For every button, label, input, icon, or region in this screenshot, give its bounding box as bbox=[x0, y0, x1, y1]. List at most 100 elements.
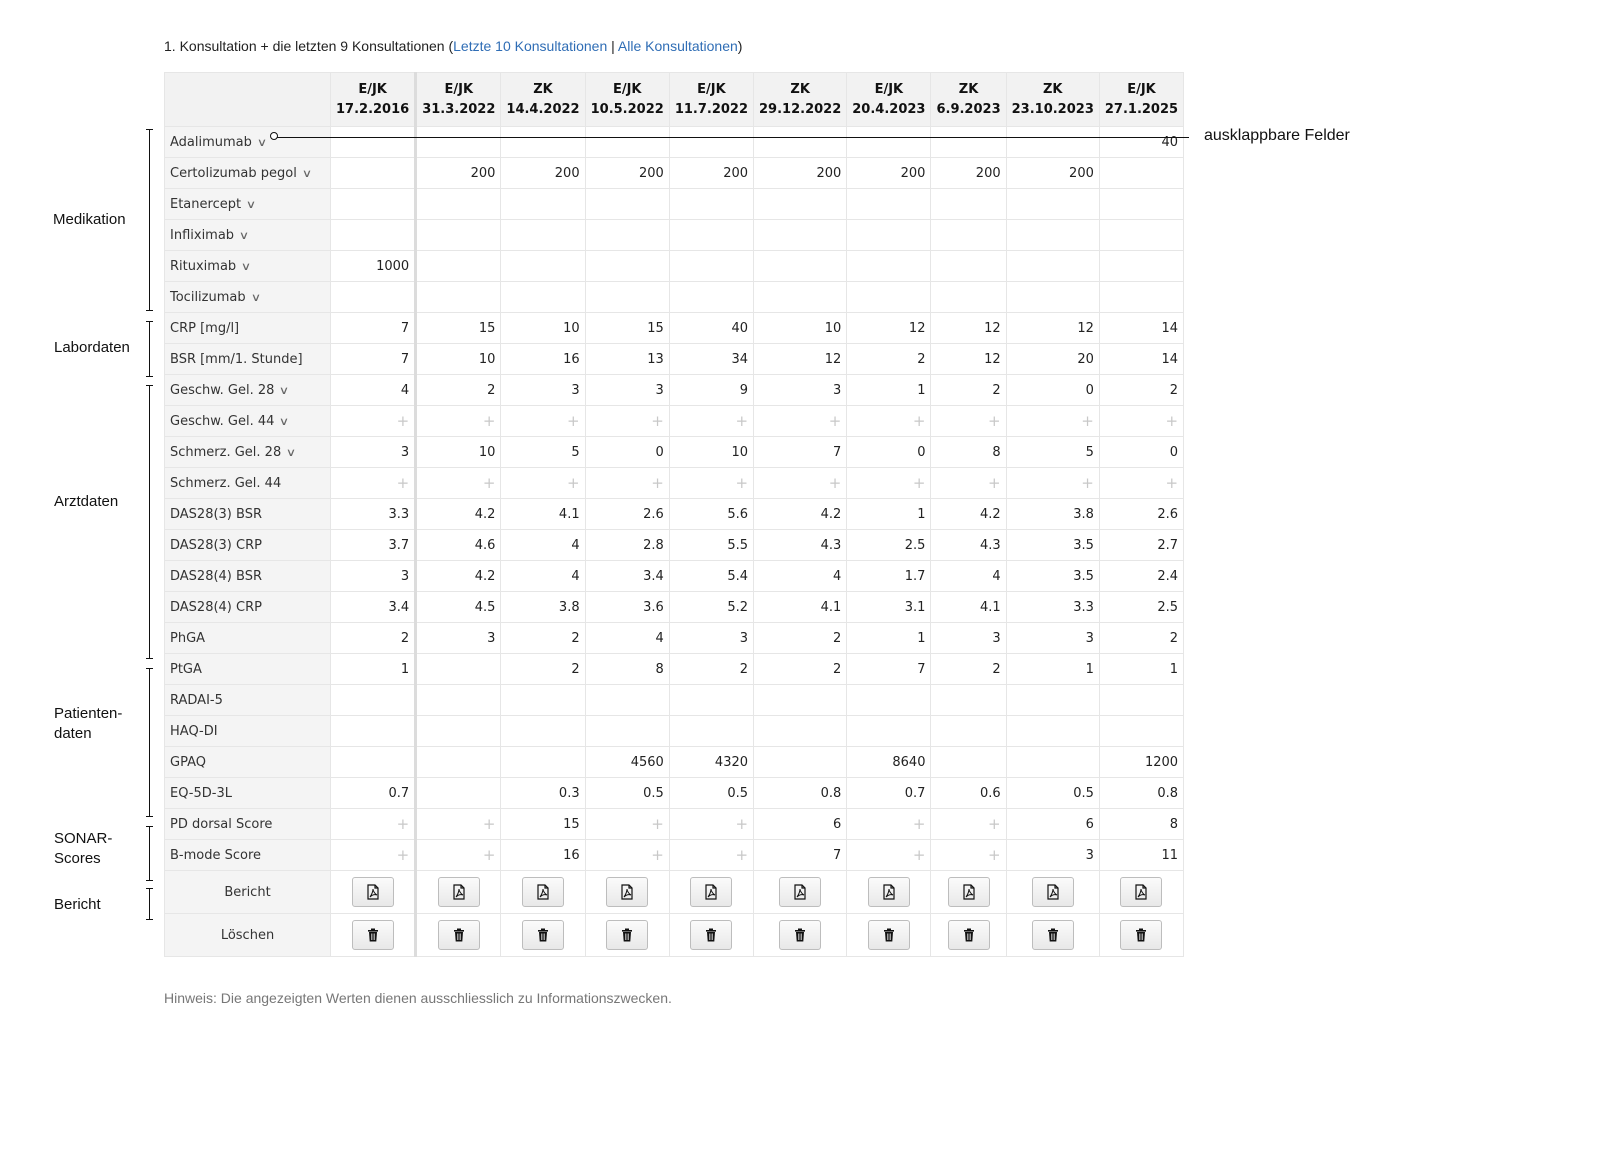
chevron-down-icon[interactable]: ∨ bbox=[279, 414, 290, 428]
row-label-text: PhGA bbox=[170, 630, 206, 646]
row-label[interactable]: Adalimumab ∨ bbox=[164, 126, 331, 158]
table-header-row: E/JK 17.2.2016 E/JK 31.3.2022 ZK 14.4.2022 E/J… bbox=[164, 72, 1185, 127]
report-pdf-button[interactable] bbox=[1031, 877, 1074, 907]
report-pdf-button[interactable] bbox=[606, 877, 649, 907]
group-label-bericht: Bericht bbox=[54, 896, 101, 913]
all-consultations-link[interactable]: Alle Konsultationen bbox=[617, 38, 738, 54]
row-label[interactable]: Geschw. Gel. 44 ∨ bbox=[164, 405, 331, 437]
value-cell: 2 bbox=[846, 343, 932, 375]
group-label-patientendaten: Patienten- daten bbox=[54, 705, 123, 742]
value-cell: 12 bbox=[1005, 312, 1100, 344]
chevron-down-icon[interactable]: ∨ bbox=[240, 259, 252, 273]
row-label[interactable]: Etanercept ∨ bbox=[164, 188, 331, 220]
add-value-cell[interactable]: + bbox=[846, 467, 932, 499]
value-cell: 3 bbox=[753, 374, 848, 406]
delete-button[interactable] bbox=[437, 920, 480, 950]
add-value-cell[interactable]: + bbox=[1098, 405, 1185, 437]
delete-button[interactable] bbox=[522, 920, 564, 950]
add-value-cell[interactable]: + bbox=[930, 405, 1007, 437]
value-cell: 200 bbox=[753, 157, 848, 189]
add-value-cell[interactable]: + bbox=[414, 467, 502, 499]
table-row: Geschw. Gel. 44 ∨ + + + + + + + + + + bbox=[164, 405, 1185, 437]
delete-button[interactable] bbox=[1031, 920, 1074, 950]
add-value-cell[interactable]: + bbox=[668, 839, 755, 871]
report-pdf-button[interactable] bbox=[779, 877, 822, 907]
add-value-cell[interactable]: + bbox=[846, 405, 932, 437]
row-label[interactable]: Geschw. Gel. 28 ∨ bbox=[164, 374, 331, 406]
column-header: E/JK 11.7.2022 bbox=[668, 72, 755, 127]
add-value-cell[interactable]: + bbox=[753, 405, 848, 437]
add-value-cell[interactable]: + bbox=[584, 467, 670, 499]
value-cell bbox=[846, 126, 932, 158]
trash-icon bbox=[619, 927, 635, 943]
value-cell: 4 bbox=[753, 560, 848, 592]
chevron-down-icon[interactable]: ∨ bbox=[245, 197, 257, 211]
delete-button[interactable] bbox=[1120, 920, 1163, 950]
report-pdf-button[interactable] bbox=[867, 877, 910, 907]
chevron-down-icon[interactable]: ∨ bbox=[301, 166, 313, 180]
add-value-cell[interactable]: + bbox=[930, 808, 1007, 840]
value-cell bbox=[500, 219, 586, 251]
add-value-cell[interactable]: + bbox=[846, 808, 932, 840]
report-pdf-button[interactable] bbox=[947, 877, 990, 907]
report-pdf-button[interactable] bbox=[437, 877, 480, 907]
add-value-cell[interactable]: + bbox=[668, 467, 755, 499]
add-value-cell[interactable]: + bbox=[846, 839, 932, 871]
value-cell: 2 bbox=[500, 622, 586, 654]
last-10-consultations-link[interactable]: Letzte 10 Konsultationen bbox=[453, 38, 608, 54]
row-label[interactable]: Infliximab ∨ bbox=[164, 219, 331, 251]
delete-button[interactable] bbox=[867, 920, 910, 950]
add-value-cell[interactable]: + bbox=[753, 467, 848, 499]
delete-button[interactable] bbox=[690, 920, 733, 950]
add-value-cell[interactable]: + bbox=[500, 467, 586, 499]
delete-button[interactable] bbox=[606, 920, 649, 950]
add-value-cell[interactable]: + bbox=[584, 405, 670, 437]
report-pdf-button[interactable] bbox=[690, 877, 733, 907]
value-cell: 200 bbox=[668, 157, 755, 189]
column-header: E/JK 10.5.2022 bbox=[584, 72, 670, 127]
row-label[interactable]: Tocilizumab ∨ bbox=[164, 281, 331, 313]
value-cell: 200 bbox=[500, 157, 586, 189]
value-cell: 6 bbox=[753, 808, 848, 840]
add-value-cell[interactable]: + bbox=[584, 808, 670, 840]
row-label[interactable]: Certolizumab pegol ∨ bbox=[164, 157, 331, 189]
value-cell: 0.3 bbox=[500, 777, 586, 809]
delete-button[interactable] bbox=[947, 920, 990, 950]
report-pdf-button[interactable] bbox=[1120, 877, 1163, 907]
add-value-cell[interactable]: + bbox=[1098, 467, 1185, 499]
row-label[interactable]: Schmerz. Gel. 28 ∨ bbox=[164, 436, 331, 468]
add-value-cell[interactable]: + bbox=[1005, 467, 1100, 499]
report-pdf-button[interactable] bbox=[522, 877, 564, 907]
add-value-cell[interactable]: + bbox=[329, 839, 417, 871]
delete-button[interactable] bbox=[351, 920, 394, 950]
add-value-cell[interactable]: + bbox=[668, 808, 755, 840]
report-pdf-button[interactable] bbox=[351, 877, 394, 907]
chevron-down-icon[interactable]: ∨ bbox=[279, 383, 290, 397]
row-label: DAS28(4) CRP bbox=[164, 591, 331, 623]
add-value-cell[interactable]: + bbox=[414, 839, 502, 871]
add-value-cell[interactable]: + bbox=[668, 405, 755, 437]
add-value-cell[interactable]: + bbox=[329, 467, 417, 499]
add-value-cell[interactable]: + bbox=[930, 467, 1007, 499]
action-cell bbox=[584, 870, 670, 914]
value-cell bbox=[414, 684, 502, 716]
chevron-down-icon[interactable]: ∨ bbox=[286, 445, 297, 459]
chevron-down-icon[interactable]: ∨ bbox=[238, 228, 250, 242]
value-cell: 5.2 bbox=[668, 591, 755, 623]
row-label: PD dorsal Score bbox=[164, 808, 331, 840]
row-label[interactable]: Rituximab ∨ bbox=[164, 250, 331, 282]
chevron-down-icon[interactable]: ∨ bbox=[256, 135, 268, 149]
delete-button[interactable] bbox=[779, 920, 822, 950]
add-value-cell[interactable]: + bbox=[414, 405, 502, 437]
add-value-cell[interactable]: + bbox=[584, 839, 670, 871]
add-value-cell[interactable]: + bbox=[414, 808, 502, 840]
add-value-cell[interactable]: + bbox=[1005, 405, 1100, 437]
add-value-cell[interactable]: + bbox=[329, 405, 417, 437]
chevron-down-icon[interactable]: ∨ bbox=[250, 290, 261, 304]
add-value-cell[interactable]: + bbox=[930, 839, 1007, 871]
add-value-cell[interactable]: + bbox=[329, 808, 417, 840]
value-cell: 3.5 bbox=[1005, 560, 1100, 592]
add-value-cell[interactable]: + bbox=[500, 405, 586, 437]
consultation-type: ZK bbox=[790, 81, 810, 97]
value-cell: 3 bbox=[329, 560, 417, 592]
